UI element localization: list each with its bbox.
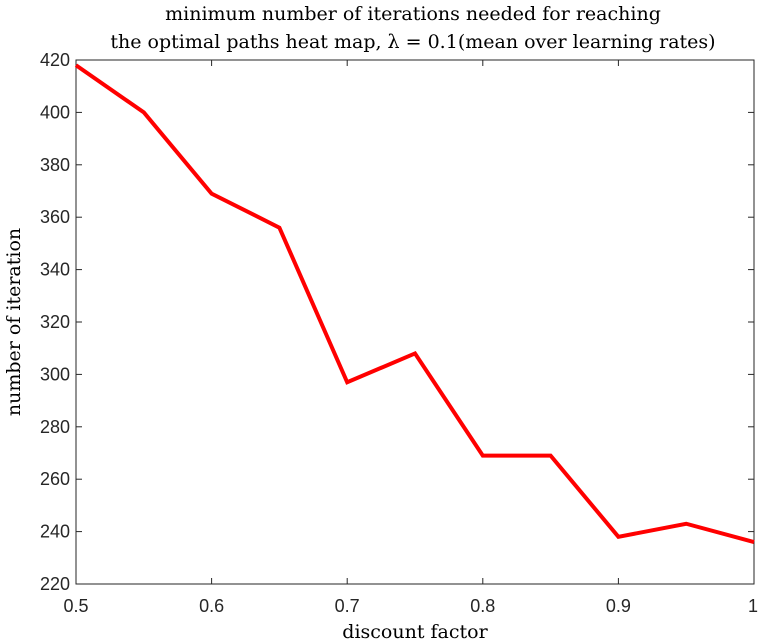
x-tick-label: 0.9 (606, 596, 631, 616)
y-axis-label: number of iteration (3, 228, 25, 416)
chart-title-line-2: the optimal paths heat map, λ = 0.1(mean… (110, 31, 715, 53)
y-tick-label: 340 (40, 260, 70, 280)
series-line (74, 63, 755, 545)
x-axis: 0.5 0.6 0.7 0.8 0.9 1 (63, 60, 758, 616)
y-tick-label: 420 (40, 50, 70, 70)
x-axis-label: discount factor (342, 621, 488, 642)
x-tick-label: 1 (748, 596, 758, 616)
y-axis: 220 240 260 280 300 320 340 360 380 400 420 (40, 50, 754, 594)
x-tick-label: 0.8 (470, 596, 495, 616)
y-tick-label: 360 (40, 207, 70, 227)
y-tick-label: 260 (40, 469, 70, 489)
y-tick-label: 300 (40, 364, 70, 384)
x-tick-label: 0.5 (63, 596, 88, 616)
y-tick-label: 320 (40, 312, 70, 332)
y-tick-label: 380 (40, 155, 70, 175)
y-tick-label: 280 (40, 417, 70, 437)
plot-frame (75, 59, 755, 585)
chart-title-line-1: minimum number of iterations needed for … (165, 3, 661, 25)
y-tick-label: 400 (40, 102, 70, 122)
y-tick-label: 240 (40, 522, 70, 542)
x-tick-label: 0.7 (335, 596, 360, 616)
x-tick-label: 0.6 (199, 596, 224, 616)
y-tick-label: 220 (40, 574, 70, 594)
